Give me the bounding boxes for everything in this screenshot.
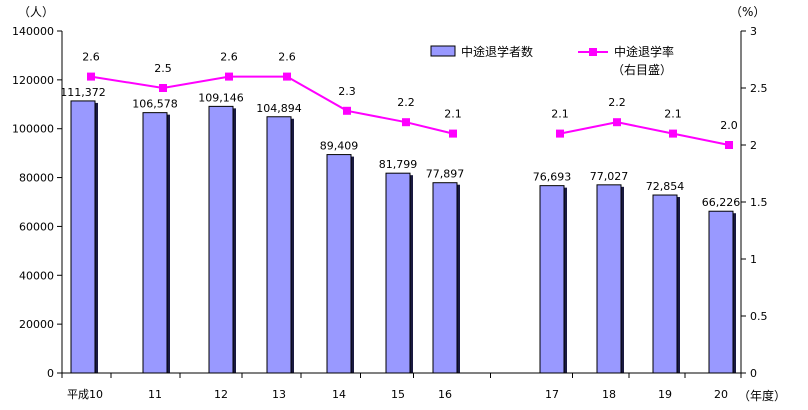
- rate-marker: [159, 84, 167, 92]
- bar-value-label: 77,897: [426, 168, 465, 181]
- legend-line-sublabel: （右目盛）: [612, 62, 672, 77]
- bar-value-label: 76,693: [533, 171, 572, 184]
- rate-value-label: 2.1: [551, 108, 569, 121]
- legend-line-marker: [589, 48, 597, 56]
- bar: [652, 194, 678, 374]
- legend-bar-swatch: [430, 45, 456, 57]
- bar-value-label: 109,146: [198, 91, 244, 104]
- x-tick-label: 11: [148, 388, 162, 401]
- bar: [326, 154, 352, 374]
- bar-value-label: 81,799: [379, 158, 418, 171]
- rate-marker: [556, 129, 564, 138]
- rate-value-label: 2.1: [664, 108, 682, 121]
- rate-value-label: 2.0: [720, 119, 738, 132]
- rate-marker: [402, 118, 410, 127]
- x-tick-label: 20: [714, 388, 728, 401]
- x-tick-labels: 平成10 11 12 13 14 15 16 17 18 19 20: [61, 373, 742, 401]
- y-left-tick-label: 20000: [19, 318, 54, 331]
- y-right-unit: （%）: [730, 5, 765, 19]
- bar: [385, 172, 411, 374]
- y-right-ticks: 0 0.5 1 1.5 2 2.5 3: [741, 25, 768, 380]
- bar-value-label: 66,226: [702, 196, 741, 209]
- rate-marker: [449, 129, 457, 138]
- x-unit: （年度）: [738, 388, 786, 403]
- legend-line-label: 中途退学率: [614, 44, 674, 59]
- y-left-tick-label: 100000: [12, 123, 54, 136]
- legend-bar-label: 中途退学者数: [461, 44, 533, 59]
- x-tick-label: 平成10: [67, 388, 103, 401]
- bar-value-label: 89,409: [320, 140, 359, 153]
- line-series: [87, 72, 733, 149]
- x-tick-label: 18: [602, 388, 616, 401]
- bar-value-label: 77,027: [590, 170, 629, 183]
- y-left-tick-label: 80000: [19, 172, 54, 185]
- rate-marker: [613, 118, 621, 127]
- rate-line: [559, 121, 730, 146]
- y-left-tick-label: 40000: [19, 269, 54, 282]
- bar-value-label: 72,854: [646, 180, 685, 193]
- rate-value-label: 2.6: [278, 51, 296, 64]
- bar: [142, 112, 168, 374]
- rate-value-label: 2.6: [82, 51, 100, 64]
- x-tick-label: 17: [545, 388, 559, 401]
- bar-value-label: 104,894: [256, 102, 302, 115]
- legend: 中途退学者数 中途退学率 （右目盛）: [430, 44, 674, 77]
- rate-value-label: 2.6: [220, 51, 238, 64]
- bar-series: [70, 100, 736, 374]
- y-right-tick-label: 1: [750, 253, 757, 266]
- y-right-tick-label: 1.5: [750, 196, 768, 209]
- x-tick-label: 19: [658, 388, 672, 401]
- rate-marker: [87, 72, 95, 81]
- y-left-tick-label: 140000: [12, 25, 54, 38]
- x-tick-label: 13: [272, 388, 286, 401]
- y-left-ticks: 0 20000 40000 60000 80000 100000 120000 140000: [12, 25, 62, 380]
- x-tick-label: 14: [332, 388, 346, 401]
- rate-value-label: 2.5: [154, 62, 172, 75]
- x-tick-label: 15: [391, 388, 405, 401]
- bar: [266, 116, 292, 374]
- bar: [708, 210, 734, 374]
- x-tick-label: 16: [438, 388, 452, 401]
- rate-marker: [283, 72, 291, 81]
- y-left-tick-label: 120000: [12, 74, 54, 87]
- rate-marker: [669, 129, 677, 138]
- y-right-tick-label: 2: [750, 139, 757, 152]
- bar: [208, 105, 234, 374]
- rate-value-label: 2.3: [338, 85, 356, 98]
- y-left-unit: （人）: [18, 5, 54, 19]
- bar: [539, 185, 565, 374]
- x-tick-label: 12: [214, 388, 228, 401]
- bar: [432, 182, 458, 374]
- rate-marker: [225, 72, 233, 81]
- y-right-tick-label: 3: [750, 25, 757, 38]
- y-right-tick-label: 0.5: [750, 310, 768, 323]
- bar-value-label: 111,372: [60, 86, 106, 99]
- rate-value-label: 2.1: [444, 108, 462, 121]
- line-data-labels: 2.6 2.5 2.6 2.6 2.3 2.2 2.1 2.1 2.2 2.1 2.0: [82, 51, 738, 132]
- y-left-tick-label: 60000: [19, 220, 54, 233]
- bar-data-labels: 111,372 106,578 109,146 104,894 89,409 81,799…: [60, 86, 740, 209]
- bar: [596, 184, 622, 374]
- rate-value-label: 2.2: [397, 96, 415, 109]
- y-right-tick-label: 2.5: [750, 82, 768, 95]
- rate-marker: [343, 106, 351, 115]
- bar-value-label: 106,578: [132, 98, 178, 111]
- bar: [70, 100, 96, 374]
- rate-value-label: 2.2: [608, 96, 626, 109]
- rate-marker: [725, 141, 733, 149]
- y-left-tick-label: 0: [47, 367, 54, 380]
- y-right-tick-label: 0: [750, 367, 757, 380]
